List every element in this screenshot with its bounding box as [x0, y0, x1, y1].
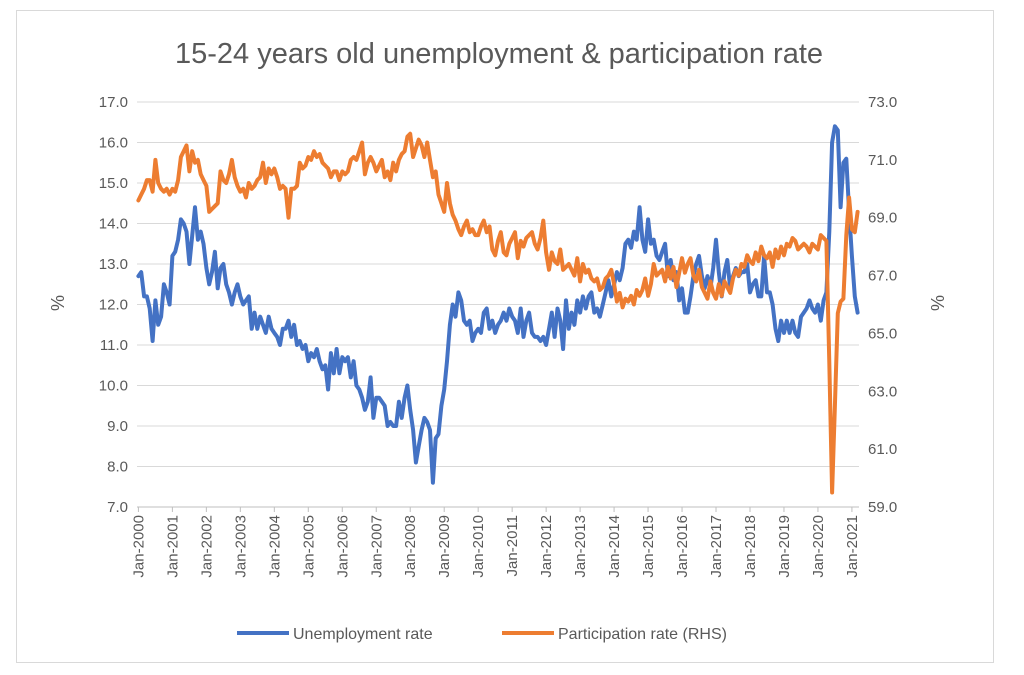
x-tick-label: Jan-2010 [470, 515, 487, 578]
chart-title: 15-24 years old unemployment & participa… [175, 38, 823, 70]
tick-labels: 7.0 8.0 9.0 10.0 11.0 12.0 13.0 14.0 15.0 16.0 17.… [99, 94, 897, 578]
y-right-tick-label: 59.0 [868, 499, 897, 516]
y-axis-left-label: % [48, 295, 68, 311]
y-left-tick-label: 17.0 [99, 94, 128, 111]
x-tick-label: Jan-2019 [776, 515, 793, 578]
y-right-tick-label: 61.0 [868, 441, 897, 458]
y-left-tick-label: 7.0 [107, 499, 128, 516]
x-tick-label: Jan-2012 [538, 515, 555, 578]
y-left-tick-label: 10.0 [99, 378, 128, 395]
y-left-tick-label: 8.0 [107, 459, 128, 476]
x-tick-label: Jan-2001 [164, 515, 181, 578]
x-tick-label: Jan-2015 [640, 515, 657, 578]
legend: Unemployment rate Participation rate (RH… [237, 626, 727, 643]
series-lines [136, 124, 860, 495]
x-tick-label: Jan-2021 [844, 515, 861, 578]
x-tick-label: Jan-2003 [232, 515, 249, 578]
x-tick-label: Jan-2000 [130, 515, 147, 578]
legend-label-participation: Participation rate (RHS) [558, 626, 727, 643]
y-left-tick-label: 12.0 [99, 297, 128, 314]
legend-label-unemployment: Unemployment rate [293, 626, 433, 643]
x-tick-label: Jan-2007 [368, 515, 385, 578]
y-left-tick-label: 16.0 [99, 135, 128, 152]
x-tick-label: Jan-2020 [810, 515, 827, 578]
chart-frame: 15-24 years old unemployment & participa… [16, 10, 994, 663]
y-left-tick-label: 9.0 [107, 418, 128, 435]
x-tick-label: Jan-2016 [674, 515, 691, 578]
y-right-tick-label: 71.0 [868, 152, 897, 169]
y-right-tick-label: 67.0 [868, 268, 897, 285]
chart-svg: 15-24 years old unemployment & participa… [48, 38, 948, 643]
x-tick-label: Jan-2006 [334, 515, 351, 578]
y-left-tick-label: 11.0 [100, 337, 128, 354]
x-tick-label: Jan-2013 [572, 515, 589, 578]
x-tick-label: Jan-2009 [436, 515, 453, 578]
x-tick-label: Jan-2005 [300, 515, 317, 578]
y-right-tick-label: 69.0 [868, 210, 897, 227]
x-tick-label: Jan-2017 [708, 515, 725, 578]
y-right-tick-label: 73.0 [868, 94, 897, 111]
y-axis-right-label: % [928, 295, 948, 311]
series-line-participation [136, 131, 860, 495]
y-left-tick-label: 13.0 [99, 256, 128, 273]
x-tick-label: Jan-2004 [266, 515, 283, 578]
x-tick-label: Jan-2011 [504, 515, 521, 576]
x-tick-label: Jan-2018 [742, 515, 759, 578]
y-right-tick-label: 65.0 [868, 325, 897, 342]
y-left-tick-label: 14.0 [99, 216, 128, 233]
y-right-tick-label: 63.0 [868, 383, 897, 400]
y-left-tick-label: 15.0 [99, 175, 128, 192]
grid-lines [137, 101, 859, 512]
x-tick-label: Jan-2014 [606, 515, 623, 578]
x-tick-label: Jan-2008 [402, 515, 419, 578]
x-tick-label: Jan-2002 [198, 515, 215, 578]
